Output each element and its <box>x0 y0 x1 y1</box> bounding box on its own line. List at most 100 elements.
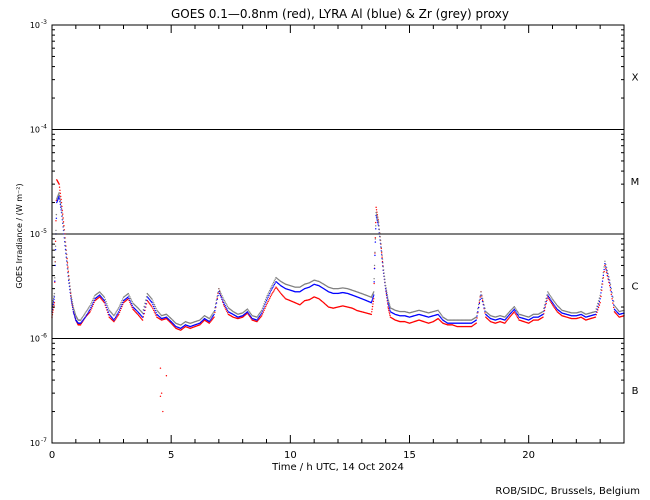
data-point <box>83 318 85 320</box>
data-point <box>153 311 156 313</box>
data-point <box>246 311 249 313</box>
data-point <box>210 318 212 320</box>
data-point <box>599 294 601 297</box>
data-point <box>52 297 55 300</box>
data-point <box>73 308 75 310</box>
data-point <box>273 280 276 282</box>
data-point <box>374 237 377 239</box>
data-point <box>607 273 609 275</box>
data-point <box>614 312 616 314</box>
data-point <box>122 298 124 300</box>
y-tick-label: 10 <box>30 21 40 30</box>
x-tick-label: 5 <box>168 450 174 461</box>
data-point <box>90 303 92 305</box>
data-point <box>256 316 258 318</box>
data-point <box>511 313 513 316</box>
data-point <box>140 314 142 317</box>
data-point <box>516 316 519 319</box>
data-point <box>505 317 508 319</box>
data-point <box>54 281 56 283</box>
data-point <box>477 308 479 310</box>
data-point <box>375 221 377 224</box>
data-point <box>260 313 262 315</box>
data-point <box>224 301 226 303</box>
data-point <box>91 299 94 302</box>
data-point <box>380 252 383 254</box>
data-point <box>213 310 215 313</box>
data-point <box>211 313 214 315</box>
data-point <box>265 305 267 308</box>
data-point <box>222 298 225 300</box>
data-point <box>507 315 509 318</box>
data-point <box>614 305 616 308</box>
data-point <box>152 309 155 312</box>
data-point <box>372 295 375 298</box>
data-point <box>275 286 277 288</box>
data-point <box>69 288 71 290</box>
data-point <box>223 299 226 302</box>
data-point <box>480 291 482 293</box>
data-point <box>441 315 443 317</box>
data-point <box>386 293 388 296</box>
data-point <box>60 198 62 201</box>
data-point <box>106 306 108 309</box>
data-point <box>113 319 115 321</box>
data-point <box>374 254 376 257</box>
data-point <box>551 302 554 304</box>
data-point <box>478 299 481 302</box>
data-point <box>371 305 374 308</box>
data-point <box>149 303 151 305</box>
data-point <box>552 305 554 307</box>
data-point <box>505 314 508 316</box>
data-point <box>246 308 249 310</box>
data-point <box>56 201 58 204</box>
data-point <box>284 297 286 299</box>
data-point <box>273 283 276 286</box>
data-point <box>152 303 154 306</box>
flare-class-label: X <box>632 73 639 84</box>
data-point <box>476 312 478 314</box>
data-point <box>597 302 599 305</box>
data-point <box>159 395 162 397</box>
data-point <box>603 270 605 273</box>
data-point <box>477 311 479 313</box>
data-point <box>59 189 61 191</box>
data-point <box>542 310 544 313</box>
data-point <box>60 209 62 211</box>
data-point <box>129 296 131 298</box>
data-point <box>600 295 602 298</box>
data-point <box>117 314 119 317</box>
x-tick-label: 0 <box>49 450 55 461</box>
data-point <box>514 312 516 314</box>
data-point <box>386 297 388 299</box>
data-point <box>269 291 272 293</box>
data-point <box>137 313 139 316</box>
data-point <box>382 266 384 268</box>
data-point <box>56 199 59 202</box>
data-point <box>555 309 558 312</box>
data-point <box>60 207 63 210</box>
data-point <box>248 313 250 315</box>
data-point <box>142 309 145 311</box>
data-point <box>62 218 64 221</box>
data-point <box>218 289 221 292</box>
data-point <box>208 320 210 323</box>
data-point <box>65 249 67 251</box>
data-point <box>99 295 102 297</box>
data-point <box>613 311 616 313</box>
data-point <box>605 266 608 269</box>
data-point <box>265 299 268 302</box>
data-point <box>271 288 273 290</box>
data-point <box>118 311 120 313</box>
data-point <box>438 315 441 318</box>
data-point <box>388 313 391 315</box>
data-point <box>261 309 263 312</box>
data-point <box>274 282 276 284</box>
data-point <box>58 196 60 198</box>
data-point <box>515 311 517 313</box>
data-point <box>257 317 260 319</box>
data-point <box>140 317 142 319</box>
data-point <box>67 268 69 270</box>
data-point <box>612 306 615 309</box>
data-point <box>248 310 250 312</box>
